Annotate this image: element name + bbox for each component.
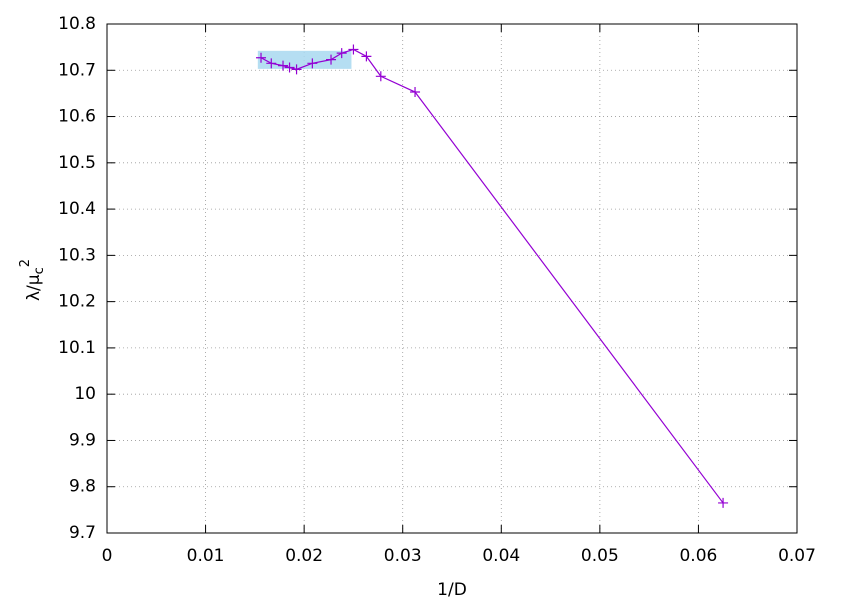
- point-marker: [256, 52, 267, 63]
- x-axis-label: 1/D: [437, 580, 467, 600]
- point-marker: [307, 58, 318, 69]
- y-tick-label: 10: [74, 384, 96, 404]
- point-marker: [348, 44, 359, 55]
- y-tick-label: 10.8: [58, 14, 96, 34]
- point-marker: [284, 62, 295, 73]
- x-tick-label: 0.06: [679, 546, 717, 566]
- y-tick-label: 10.5: [58, 153, 96, 173]
- y-tick-label: 10.3: [58, 245, 96, 265]
- point-marker: [718, 497, 729, 508]
- x-tick-label: 0.02: [285, 546, 323, 566]
- y-tick-label: 9.8: [69, 477, 96, 497]
- y-tick-label: 10.6: [58, 107, 96, 127]
- plot-frame: [106, 23, 798, 534]
- point-marker: [336, 48, 347, 59]
- y-tick-label: 10.7: [58, 60, 96, 80]
- y-tick-label: 9.9: [69, 430, 96, 450]
- y-label-sup: 2: [18, 259, 33, 267]
- point-marker: [375, 71, 386, 82]
- point-marker: [266, 58, 277, 69]
- point-marker: [291, 64, 302, 75]
- x-tick-label: 0: [102, 546, 113, 566]
- y-tick-label: 10.2: [58, 292, 96, 312]
- point-marker: [410, 87, 421, 98]
- y-tick-label: 9.7: [69, 523, 96, 543]
- y-axis-label: λ/μc2: [18, 259, 47, 301]
- x-tick-label: 0.04: [482, 546, 520, 566]
- point-marker: [361, 51, 372, 62]
- highlight-band: [257, 50, 352, 69]
- y-tick-label: 10.1: [58, 338, 96, 358]
- data-line: [260, 48, 724, 504]
- point-marker: [278, 60, 289, 71]
- x-tick-label: 0.07: [778, 546, 816, 566]
- y-label-base: λ/μ: [24, 274, 44, 301]
- y-label-sub: c: [32, 267, 47, 274]
- x-tick-label: 0.03: [384, 546, 422, 566]
- x-tick-label: 0.01: [187, 546, 225, 566]
- x-tick-label: 0.05: [581, 546, 619, 566]
- point-marker: [326, 54, 337, 65]
- y-tick-label: 10.4: [58, 199, 96, 219]
